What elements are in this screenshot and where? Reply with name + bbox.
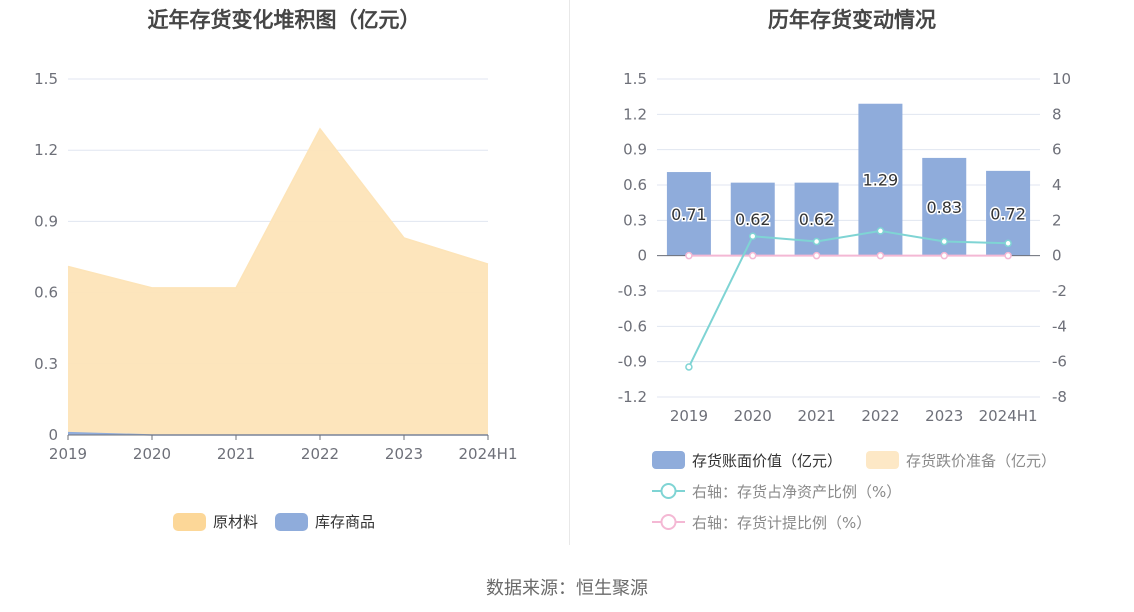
right-chart-title: 历年存货变动情况 [768,8,936,32]
bar-value-label: 1.29 [863,171,899,190]
y-tick-label: 0.9 [34,212,58,230]
x-tick-label: 2022 [301,445,339,463]
x-tick-label: 2021 [797,407,835,425]
line-point [876,251,885,260]
y2-tick-label: 10 [1052,70,1071,88]
panel-divider [569,0,570,545]
line-point [685,363,693,371]
data-source-note: 数据来源：恒生聚源 [486,578,648,599]
y2-tick-label: -6 [1052,353,1067,371]
y-tick-label: 0.6 [34,284,58,302]
line-point [876,227,885,235]
y-tick-label: 1.2 [623,105,647,123]
right-chart-panel: 历年存货变动情况 -1.2 -0.9 -0.6 -0.3 0 0.3 0.6 0.9 1.2 1.… [570,0,1134,545]
y-tick-label: 0 [637,247,647,265]
y-tick-label: -1.2 [618,388,647,406]
legend-swatch [173,513,206,531]
right-combo-chart: -1.2 -0.9 -0.6 -0.3 0 0.3 0.6 0.9 1.2 1.5 -8 -6 -4 -2… [618,70,1071,532]
line-point [1004,251,1012,260]
y-tick-label: 0 [48,426,58,444]
x-tick-label: 2022 [861,407,899,425]
y2-tick-label: 8 [1052,105,1062,123]
y-tick-label: -0.9 [618,353,647,371]
y-tick-label: 0.3 [623,211,647,229]
x-tick-label: 2023 [385,445,423,463]
y2-tick-label: 0 [1052,247,1062,265]
legend-label: 存货账面价值（亿元） [692,452,842,470]
y-tick-label: -0.3 [618,282,647,300]
x-tick-label: 2024H1 [459,445,518,463]
y-tick-label: 1.2 [34,141,58,159]
legend-swatch [652,451,685,469]
line-point [685,251,693,260]
y2-tick-label: -4 [1052,317,1067,335]
y2-tick-label: -2 [1052,282,1067,300]
y-tick-label: 0.3 [34,355,58,373]
y-tick-label: -0.6 [618,317,647,335]
bar-value-label: 0.62 [735,210,771,229]
y2-tick-label: 4 [1052,176,1062,194]
bar-value-label: 0.62 [799,210,835,229]
y2-tick-label: -8 [1052,388,1067,406]
bar [730,182,775,256]
area-原材料 [68,128,488,435]
legend-swatch-marker [660,514,677,530]
x-tick-label: 2024H1 [979,407,1038,425]
y2-tick-label: 2 [1052,211,1062,229]
x-tick-label: 2020 [133,445,171,463]
left-chart-title: 近年存货变化堆积图（亿元） [147,8,421,32]
line-point [749,232,757,240]
legend-swatch [275,513,308,531]
y-tick-label: 0.6 [623,176,647,194]
y-tick-label: 0.9 [623,141,647,159]
left-chart-panel: 近年存货变化堆积图（亿元） 0 0.3 0.6 0.9 1.2 1.5 2019 2020 20… [0,0,568,545]
legend-label: 右轴：存货计提比例（%） [692,514,871,532]
legend-swatch-marker [660,483,677,499]
x-tick-label: 2020 [734,407,772,425]
area-line-原材料 [67,127,489,289]
x-tick-label: 2021 [217,445,255,463]
line-point [940,251,948,260]
line-point [812,251,821,260]
bar-value-label: 0.83 [926,198,962,217]
line-point [1004,239,1012,248]
x-tick-label: 2023 [925,407,963,425]
line-point [940,237,948,246]
bar-value-label: 0.72 [990,204,1026,223]
legend-label: 存货跌价准备（亿元） [906,452,1056,470]
y2-tick-label: 6 [1052,141,1062,159]
series-line [688,229,1009,368]
bar-value-label: 0.71 [671,205,707,224]
legend-label: 右轴：存货占净资产比例（%） [692,483,901,501]
y-tick-label: 1.5 [34,70,58,88]
y-tick-label: 1.5 [623,70,647,88]
legend-label: 库存商品 [315,513,375,531]
bar [666,172,711,256]
line-point [749,251,757,260]
line-point [812,237,821,246]
x-tick-label: 2019 [49,445,87,463]
legend-label: 原材料 [213,513,258,531]
left-stacked-area-chart: 0 0.3 0.6 0.9 1.2 1.5 2019 2020 2021 2022 2023 2024… [34,70,518,531]
legend-swatch [866,451,899,469]
x-tick-label: 2019 [670,407,708,425]
